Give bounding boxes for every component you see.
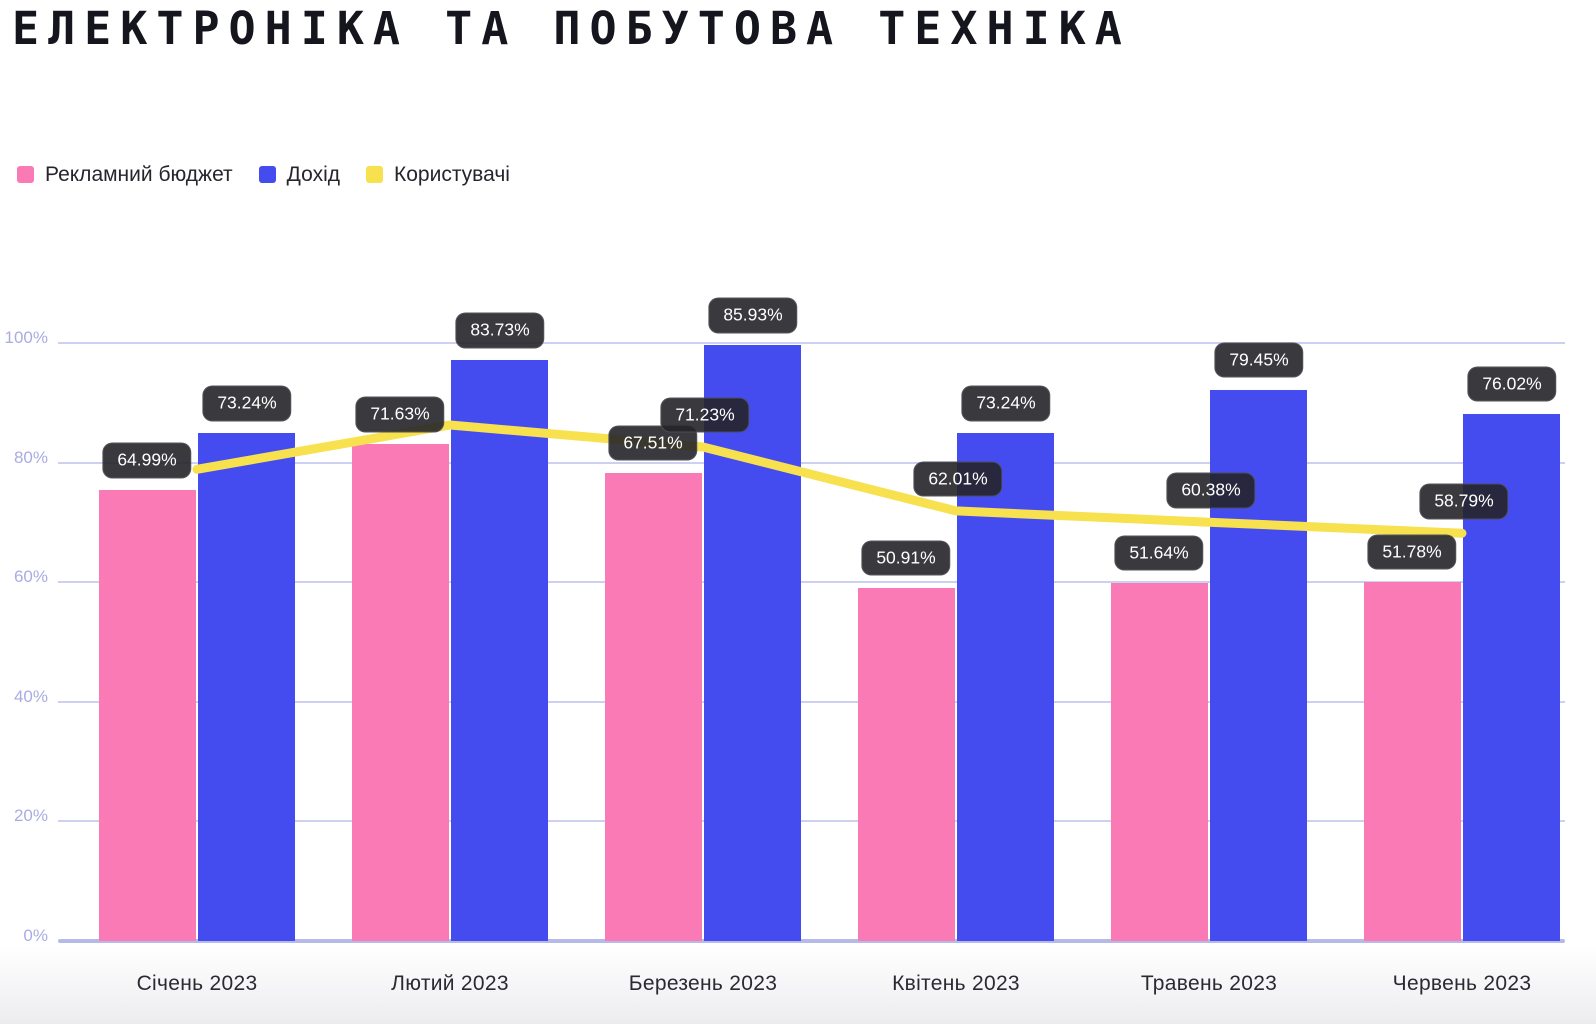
x-tick-month-3: Березень 2023 (628, 972, 778, 995)
value-label-users-month-3: 71.23% (660, 397, 750, 433)
value-label-ad-budget-month-6: 51.78% (1367, 534, 1457, 570)
value-label-revenue-month-1: 73.24% (202, 385, 292, 422)
value-label-revenue-month-5: 79.45% (1214, 342, 1304, 378)
value-label-users-month-4: 62.01% (913, 461, 1003, 497)
y-tick-60: 60% (13, 567, 48, 586)
y-tick-0: 0% (23, 926, 48, 945)
y-tick-20: 20% (13, 806, 48, 825)
x-tick-month-2: Лютий 2023 (391, 972, 509, 995)
y-tick-100: 100% (4, 328, 48, 347)
bar-ad-budget-month-3[interactable] (605, 472, 702, 941)
value-label-revenue-month-6: 76.02% (1467, 366, 1557, 402)
x-tick-month-6: Червень 2023 (1392, 972, 1532, 995)
value-label-users-month-6: 58.79% (1419, 483, 1509, 520)
legend-label-revenue: Дохід (286, 163, 340, 186)
bar-ad-budget-month-2[interactable] (352, 444, 449, 941)
legend-label-users: Користувачі (394, 163, 510, 186)
gridline-0 (58, 939, 1565, 943)
legend: Рекламний бюджет Дохід Користувачі (17, 164, 510, 185)
gridline-40 (58, 700, 1565, 703)
value-label-revenue-month-4: 73.24% (961, 385, 1051, 422)
gridline-60 (58, 581, 1565, 583)
bar-revenue-month-2[interactable] (451, 360, 548, 941)
bar-revenue-month-1[interactable] (198, 433, 295, 941)
chart-title: ЕЛЕКТРОНІКА ТА ПОБУТОВА ТЕХНІКА (12, 2, 1131, 55)
bar-ad-budget-month-6[interactable] (1364, 581, 1461, 941)
legend-item-ad-budget[interactable]: Рекламний бюджет (17, 164, 233, 185)
legend-swatch-revenue (258, 166, 276, 183)
bar-ad-budget-month-1[interactable] (99, 490, 196, 941)
gridline-20 (58, 820, 1565, 822)
value-label-revenue-month-2: 83.73% (455, 312, 545, 349)
gridline-100 (58, 342, 1565, 344)
value-label-ad-budget-month-5: 51.64% (1114, 535, 1204, 571)
bar-revenue-month-4[interactable] (957, 433, 1054, 941)
legend-item-revenue[interactable]: Дохід (258, 163, 340, 186)
bar-ad-budget-month-5[interactable] (1111, 582, 1208, 941)
x-tick-month-5: Травень 2023 (1140, 972, 1278, 995)
legend-swatch-ad-budget (17, 166, 34, 183)
bar-ad-budget-month-4[interactable] (858, 587, 955, 941)
y-tick-80: 80% (13, 447, 48, 467)
value-label-ad-budget-month-1: 64.99% (102, 442, 192, 479)
value-label-ad-budget-month-4: 50.91% (861, 540, 951, 576)
legend-item-users[interactable]: Користувачі (366, 164, 510, 185)
value-label-users-month-5: 60.38% (1166, 472, 1256, 509)
value-label-revenue-month-3: 85.93% (708, 297, 798, 333)
value-label-ad-budget-month-2: 71.63% (355, 396, 445, 433)
x-axis-band (0, 945, 1596, 1024)
y-tick-40: 40% (13, 686, 48, 706)
bar-revenue-month-3[interactable] (704, 345, 801, 941)
x-tick-month-1: Січень 2023 (136, 972, 258, 995)
legend-label-ad-budget: Рекламний бюджет (45, 163, 233, 186)
x-tick-month-4: Квітень 2023 (892, 972, 1020, 995)
legend-swatch-users (366, 166, 383, 183)
